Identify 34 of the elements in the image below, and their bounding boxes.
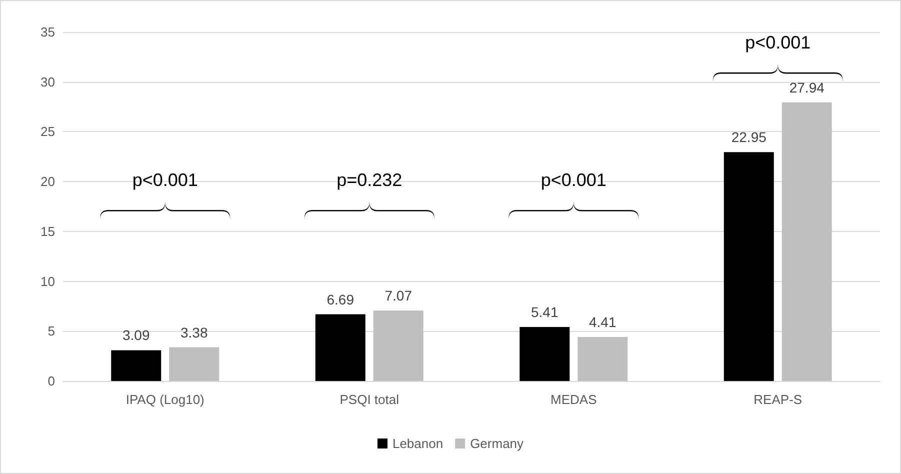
- bar: [724, 152, 774, 381]
- y-tick-label: 35: [40, 24, 55, 40]
- annotation: p<0.001: [745, 32, 811, 52]
- data-label: 27.94: [789, 79, 825, 96]
- bar: [520, 327, 570, 381]
- x-tick-label: PSQI total: [340, 392, 400, 407]
- x-tick-label: IPAQ (Log10): [126, 392, 204, 407]
- legend-label: Lebanon: [392, 436, 444, 451]
- data-label: 6.69: [326, 291, 354, 308]
- y-tick-label: 30: [40, 74, 55, 90]
- x-tick-label: REAP-S: [754, 392, 802, 407]
- data-label: 3.09: [122, 327, 150, 344]
- annotation: p=0.232: [336, 170, 402, 190]
- y-tick-label: 15: [40, 224, 55, 239]
- legend-label: Germany: [470, 436, 524, 451]
- y-tick-label: 5: [48, 324, 55, 339]
- x-tick-label: MEDAS: [550, 392, 598, 407]
- data-label: 22.95: [731, 129, 767, 146]
- y-tick-label: 0: [48, 374, 55, 388]
- bar: [782, 102, 832, 381]
- y-tick-label: 10: [40, 274, 55, 289]
- bar: [169, 347, 220, 381]
- y-tick-label: 20: [40, 174, 55, 190]
- bar: [315, 314, 366, 381]
- annotation: p<0.001: [132, 170, 198, 190]
- data-label: 5.41: [531, 304, 558, 320]
- bar: [111, 350, 162, 381]
- annotation: p<0.001: [540, 170, 606, 190]
- data-label: 4.41: [589, 314, 616, 330]
- bar: [373, 310, 424, 381]
- bar: [578, 337, 628, 381]
- data-label: 7.07: [384, 288, 412, 304]
- data-label: 3.38: [180, 324, 208, 340]
- y-tick-label: 25: [40, 124, 55, 140]
